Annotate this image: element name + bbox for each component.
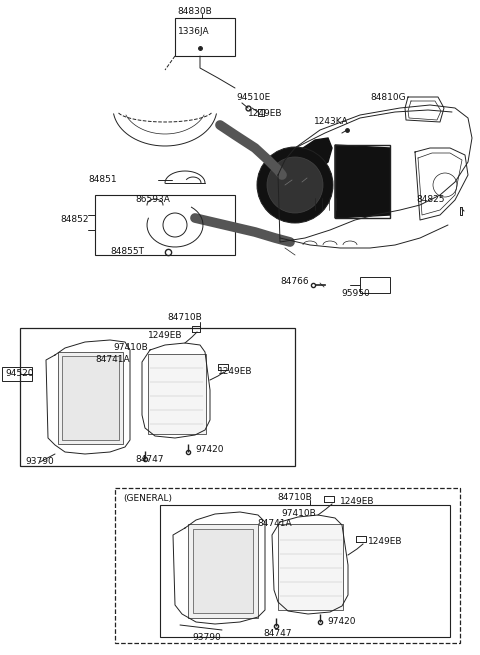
Text: 84741A: 84741A [257, 519, 292, 529]
Text: 84710B: 84710B [168, 314, 203, 322]
Bar [2, 367, 32, 381]
Bar [62, 356, 119, 440]
Text: 1249EB: 1249EB [368, 538, 403, 546]
Bar [20, 328, 295, 466]
Bar [58, 352, 123, 444]
Text: 1336JA: 1336JA [178, 28, 210, 37]
Bar [335, 145, 390, 218]
Text: 93790: 93790 [25, 457, 54, 466]
Text: 1249EB: 1249EB [218, 367, 252, 377]
Text: 84825: 84825 [417, 195, 445, 204]
Text: 84747: 84747 [264, 629, 292, 637]
Text: 93790: 93790 [192, 633, 221, 643]
Text: 1249EB: 1249EB [248, 109, 283, 117]
Text: 84766: 84766 [280, 278, 309, 286]
Circle shape [267, 157, 323, 213]
Polygon shape [335, 145, 390, 218]
Text: 84852: 84852 [60, 215, 88, 225]
Text: 94510E: 94510E [236, 92, 270, 102]
Text: 84810G: 84810G [370, 92, 406, 102]
Text: 97410B: 97410B [113, 343, 148, 352]
Text: 84851: 84851 [88, 176, 117, 185]
Circle shape [257, 147, 333, 223]
Text: 1249EB: 1249EB [148, 331, 182, 339]
Bar [193, 529, 253, 613]
Text: 97420: 97420 [327, 618, 356, 626]
Bar [188, 524, 258, 618]
Bar [175, 18, 235, 56]
Text: 84710B: 84710B [277, 493, 312, 502]
Text: 84830B: 84830B [178, 7, 212, 16]
Bar [95, 195, 235, 255]
Text: (GENERAL): (GENERAL) [123, 493, 172, 502]
Bar [160, 505, 450, 637]
Text: 97420: 97420 [195, 445, 224, 455]
Bar [115, 488, 460, 643]
Text: 84747: 84747 [136, 455, 164, 464]
Text: 84855T: 84855T [110, 248, 144, 257]
Text: 86593A: 86593A [135, 195, 170, 204]
Text: 1249EB: 1249EB [340, 498, 374, 506]
Text: 1243KA: 1243KA [314, 117, 348, 126]
Polygon shape [278, 138, 332, 178]
Bar [278, 524, 343, 610]
Bar [360, 277, 390, 293]
Text: 95950: 95950 [342, 288, 371, 297]
Bar [148, 354, 206, 434]
Text: 84741A: 84741A [96, 356, 130, 364]
Text: 97410B: 97410B [281, 508, 316, 517]
Text: 94520: 94520 [5, 369, 34, 379]
